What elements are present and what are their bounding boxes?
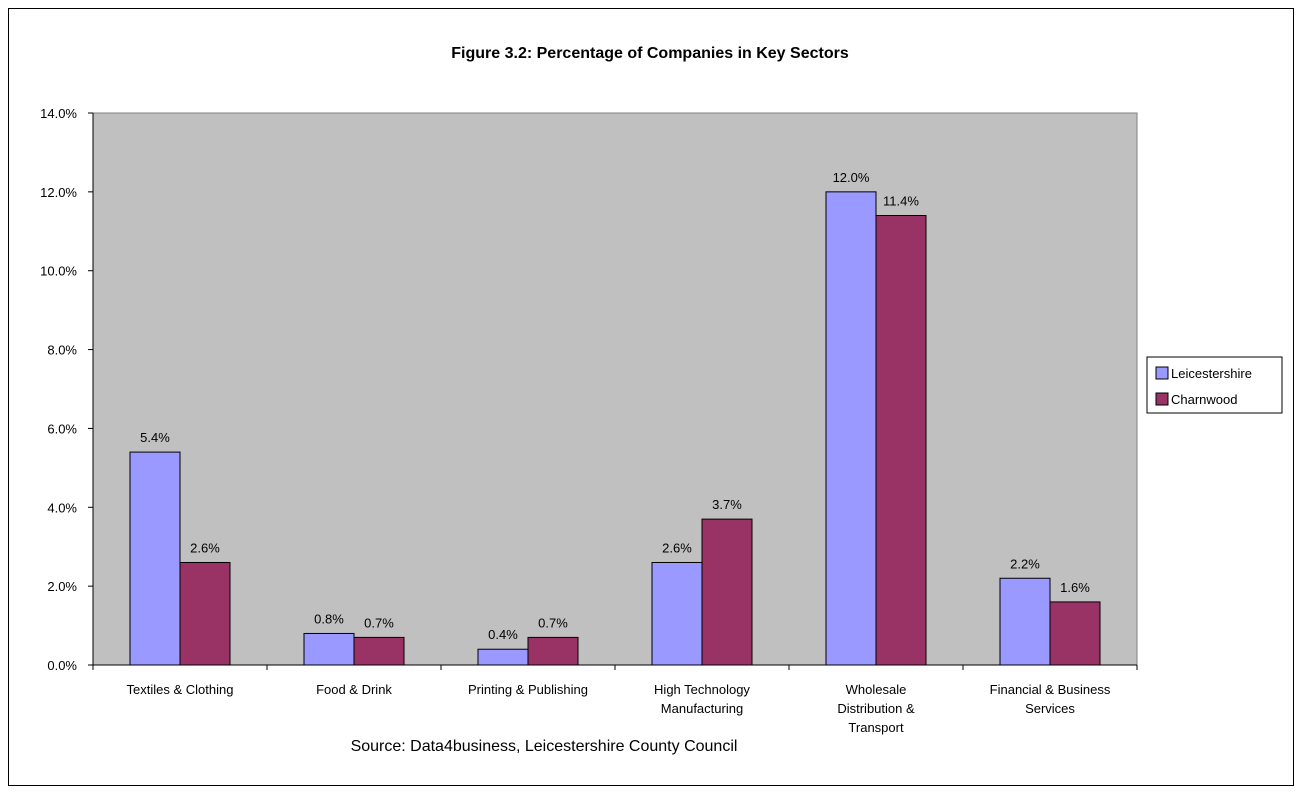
x-tick-label: Financial & Business Services: [990, 682, 1111, 716]
x-tick-label: Textiles & Clothing: [127, 682, 234, 697]
legend-box: [1146, 356, 1283, 414]
y-axis: 0.0% 2.0% 4.0% 6.0% 8.0% 10.0% 12.0% 14.0%: [40, 106, 94, 673]
y-tick-label: 14.0%: [40, 106, 77, 121]
chart-frame: [8, 8, 1294, 786]
y-tick-label: 2.0%: [47, 579, 77, 594]
data-label: 2.2%: [1010, 556, 1040, 571]
value-labels: 5.4% 0.8% 0.4% 2.6% 12.0% 2.2% 2.6% 0.7% 0.7% 3.7…: [140, 170, 1090, 642]
data-label: 3.7%: [712, 497, 742, 512]
bar-charnwood: [353, 636, 405, 666]
x-tick-label: Printing & Publishing: [468, 682, 588, 697]
bars: [129, 191, 1101, 666]
y-tick-label: 6.0%: [47, 421, 77, 436]
data-label: 12.0%: [833, 170, 870, 185]
data-label: 0.8%: [314, 611, 344, 626]
legend: Leicestershire Charnwood: [1146, 356, 1283, 414]
x-tick-label: Wholesale Distribution & Transport: [837, 682, 915, 735]
bar-leicestershire: [825, 191, 877, 666]
bar-leicestershire: [651, 561, 703, 666]
x-tick-label: Food & Drink: [316, 682, 392, 697]
bar-leicestershire: [303, 632, 355, 666]
bar-leicestershire: [129, 451, 181, 666]
legend-swatch-charnwood: [1155, 392, 1169, 406]
chart-title: Figure 3.2: Percentage of Companies in K…: [451, 45, 849, 62]
data-label: 0.7%: [364, 615, 394, 630]
y-tick-label: 0.0%: [47, 658, 77, 673]
y-tick-label: 10.0%: [40, 264, 77, 279]
data-label: 1.6%: [1060, 580, 1090, 595]
data-label: 5.4%: [140, 430, 170, 445]
y-tick-label: 4.0%: [47, 500, 77, 515]
bar-charnwood: [527, 636, 579, 666]
x-tick-label: High Technology Manufacturing: [654, 682, 750, 716]
data-label: 0.7%: [538, 615, 568, 630]
x-axis: Textiles & Clothing Food & Drink Printing …: [92, 664, 1138, 735]
bar-charnwood: [1049, 601, 1101, 666]
legend-label-leicestershire: Leicestershire: [1171, 366, 1252, 381]
bar-charnwood: [875, 215, 927, 666]
source-note: Source: Data4business, Leicestershire Co…: [351, 738, 738, 755]
y-tick-label: 8.0%: [47, 343, 77, 358]
bar-charnwood: [701, 518, 753, 666]
plot-area: [92, 112, 1138, 666]
bar-leicestershire: [477, 648, 529, 666]
data-label: 11.4%: [883, 194, 919, 209]
data-label: 0.4%: [488, 627, 518, 642]
data-label: 2.6%: [662, 540, 692, 555]
legend-label-charnwood: Charnwood: [1171, 392, 1238, 407]
data-label: 2.6%: [190, 540, 220, 555]
bar-leicestershire: [999, 577, 1051, 666]
legend-swatch-leicestershire: [1155, 366, 1169, 380]
bar-charnwood: [179, 561, 231, 666]
y-tick-label: 12.0%: [40, 185, 77, 200]
